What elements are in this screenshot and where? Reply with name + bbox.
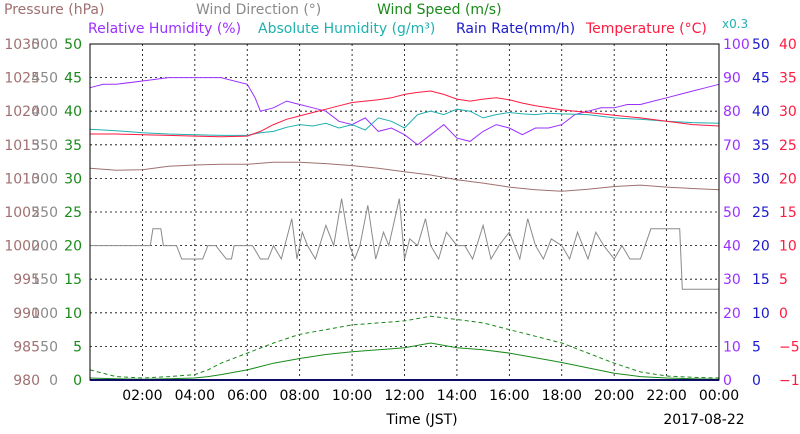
wind-direction-tick-label: 300 xyxy=(31,171,58,187)
wind-speed-tick-label: 50 xyxy=(64,37,82,53)
temperature-tick-label: 20 xyxy=(779,171,797,187)
series-pressure-hpa xyxy=(89,161,720,192)
temperature-tick-label: 40 xyxy=(779,37,797,53)
temperature-tick-label: 5 xyxy=(779,272,788,288)
rain-rate-tick-label: 15 xyxy=(752,272,770,288)
relative-humidity-tick-label: 40 xyxy=(723,239,741,255)
plot-frame xyxy=(89,43,720,381)
date-label: 2017-08-22 xyxy=(663,412,744,428)
rain-rate-tick-label: 50 xyxy=(752,37,770,53)
relative-humidity-tick-label: 30 xyxy=(723,272,741,288)
rain-rate-tick-label: 25 xyxy=(752,205,770,221)
pressure-tick-label: 1015 xyxy=(4,138,40,154)
legend-wind-direction: Wind Direction (°) xyxy=(196,2,322,18)
wind-direction-tick-label: 150 xyxy=(31,272,58,288)
x-tick-label: 12:00 xyxy=(384,388,424,404)
wind-direction-tick-label: 400 xyxy=(31,104,58,120)
temperature-tick-label: 25 xyxy=(779,138,797,154)
x-tick-label: 16:00 xyxy=(489,388,529,404)
temperature-tick-label: −10 xyxy=(779,373,800,389)
wind-direction-tick-label: 250 xyxy=(31,205,58,221)
pressure-tick-label: 1025 xyxy=(4,71,40,87)
series-relative-humidity xyxy=(89,77,720,146)
pressure-tick-label: 990 xyxy=(13,306,40,322)
wind-direction-tick-label: 450 xyxy=(31,71,58,87)
relative-humidity-tick-label: 0 xyxy=(723,373,732,389)
rain-rate-tick-label: 0 xyxy=(752,373,761,389)
wind-speed-tick-label: 15 xyxy=(64,272,82,288)
legend-scale-note: x0.3 xyxy=(722,17,749,31)
relative-humidity-tick-label: 10 xyxy=(723,339,741,355)
relative-humidity-tick-label: 20 xyxy=(723,306,741,322)
legend-rain-rate: Rain Rate(mm/h) xyxy=(456,21,576,37)
wind-direction-tick-label: 0 xyxy=(49,373,58,389)
x-axis-label: Time (JST) xyxy=(385,412,457,428)
rain-rate-tick-label: 10 xyxy=(752,306,770,322)
rain-rate-tick-label: 40 xyxy=(752,104,770,120)
pressure-tick-label: 1020 xyxy=(4,104,40,120)
relative-humidity-tick-label: 50 xyxy=(723,205,741,221)
series-wind-speed-gust-m-s xyxy=(89,315,720,379)
legend-absolute-humidity: Absolute Humidity (g/m³) xyxy=(258,21,436,37)
wind-direction-tick-label: 50 xyxy=(40,339,58,355)
rain-rate-tick-label: 45 xyxy=(752,71,770,87)
rain-rate-tick-label: 35 xyxy=(752,138,770,154)
temperature-tick-label: 0 xyxy=(779,306,788,322)
x-tick-label: 22:00 xyxy=(646,388,686,404)
axes-ticks: 02:00 04:00 06:00 08:00 10:00 12:00 14:00 16:00… xyxy=(4,37,800,404)
wind-direction-tick-label: 100 xyxy=(31,306,58,322)
series-wind-speed-m-s xyxy=(89,342,720,380)
relative-humidity-tick-label: 90 xyxy=(723,71,741,87)
pressure-tick-label: 1030 xyxy=(4,37,40,53)
x-tick-label: 06:00 xyxy=(227,388,267,404)
rain-rate-tick-label: 20 xyxy=(752,239,770,255)
series-temperature-c xyxy=(90,90,720,138)
wind-direction-tick-label: 200 xyxy=(31,239,58,255)
temperature-tick-label: 15 xyxy=(779,205,797,221)
wind-speed-tick-label: 0 xyxy=(73,373,82,389)
relative-humidity-tick-label: 100 xyxy=(723,37,750,53)
wind-speed-tick-label: 20 xyxy=(64,239,82,255)
rain-rate-tick-label: 5 xyxy=(752,339,761,355)
legend-relative-humidity: Relative Humidity (%) xyxy=(88,21,242,37)
pressure-tick-label: 980 xyxy=(13,373,40,389)
x-tick-label: 04:00 xyxy=(175,388,215,404)
pressure-tick-label: 995 xyxy=(13,272,40,288)
x-tick-label: 02:00 xyxy=(122,388,162,404)
legend-temperature: Temperature (°C) xyxy=(586,21,707,37)
wind-speed-tick-label: 30 xyxy=(64,171,82,187)
x-tick-label: 20:00 xyxy=(594,388,634,404)
x-tick-label: 14:00 xyxy=(437,388,477,404)
series-absolute-humidity-g-m xyxy=(89,108,720,136)
x-tick-label: 10:00 xyxy=(332,388,372,404)
wind-speed-tick-label: 35 xyxy=(64,138,82,154)
relative-humidity-tick-label: 80 xyxy=(723,104,741,120)
rain-rate-tick-label: 30 xyxy=(752,171,770,187)
legend-pressure: Pressure (hPa) xyxy=(4,2,105,18)
temperature-tick-label: 30 xyxy=(779,104,797,120)
pressure-tick-label: 1010 xyxy=(4,171,40,187)
wind-direction-tick-label: 500 xyxy=(31,37,58,53)
relative-humidity-tick-label: 60 xyxy=(723,171,741,187)
temperature-tick-label: 35 xyxy=(779,71,797,87)
x-tick-label: 18:00 xyxy=(542,388,582,404)
wind-speed-tick-label: 25 xyxy=(64,205,82,221)
wind-speed-tick-label: 45 xyxy=(64,71,82,87)
pressure-tick-label: 985 xyxy=(13,339,40,355)
x-tick-label: 00:00 xyxy=(699,388,739,404)
pressure-tick-label: 1005 xyxy=(4,205,40,221)
wind-speed-tick-label: 10 xyxy=(64,306,82,322)
relative-humidity-tick-label: 70 xyxy=(723,138,741,154)
wind-speed-tick-label: 5 xyxy=(73,339,82,355)
x-tick-label: 08:00 xyxy=(279,388,319,404)
pressure-tick-label: 1000 xyxy=(4,239,40,255)
series-wind-direction xyxy=(90,198,719,290)
legend-wind-speed: Wind Speed (m/s) xyxy=(377,2,502,18)
wind-speed-tick-label: 40 xyxy=(64,104,82,120)
temperature-tick-label: 10 xyxy=(779,239,797,255)
temperature-tick-label: −5 xyxy=(779,339,800,355)
wind-direction-tick-label: 350 xyxy=(31,138,58,154)
